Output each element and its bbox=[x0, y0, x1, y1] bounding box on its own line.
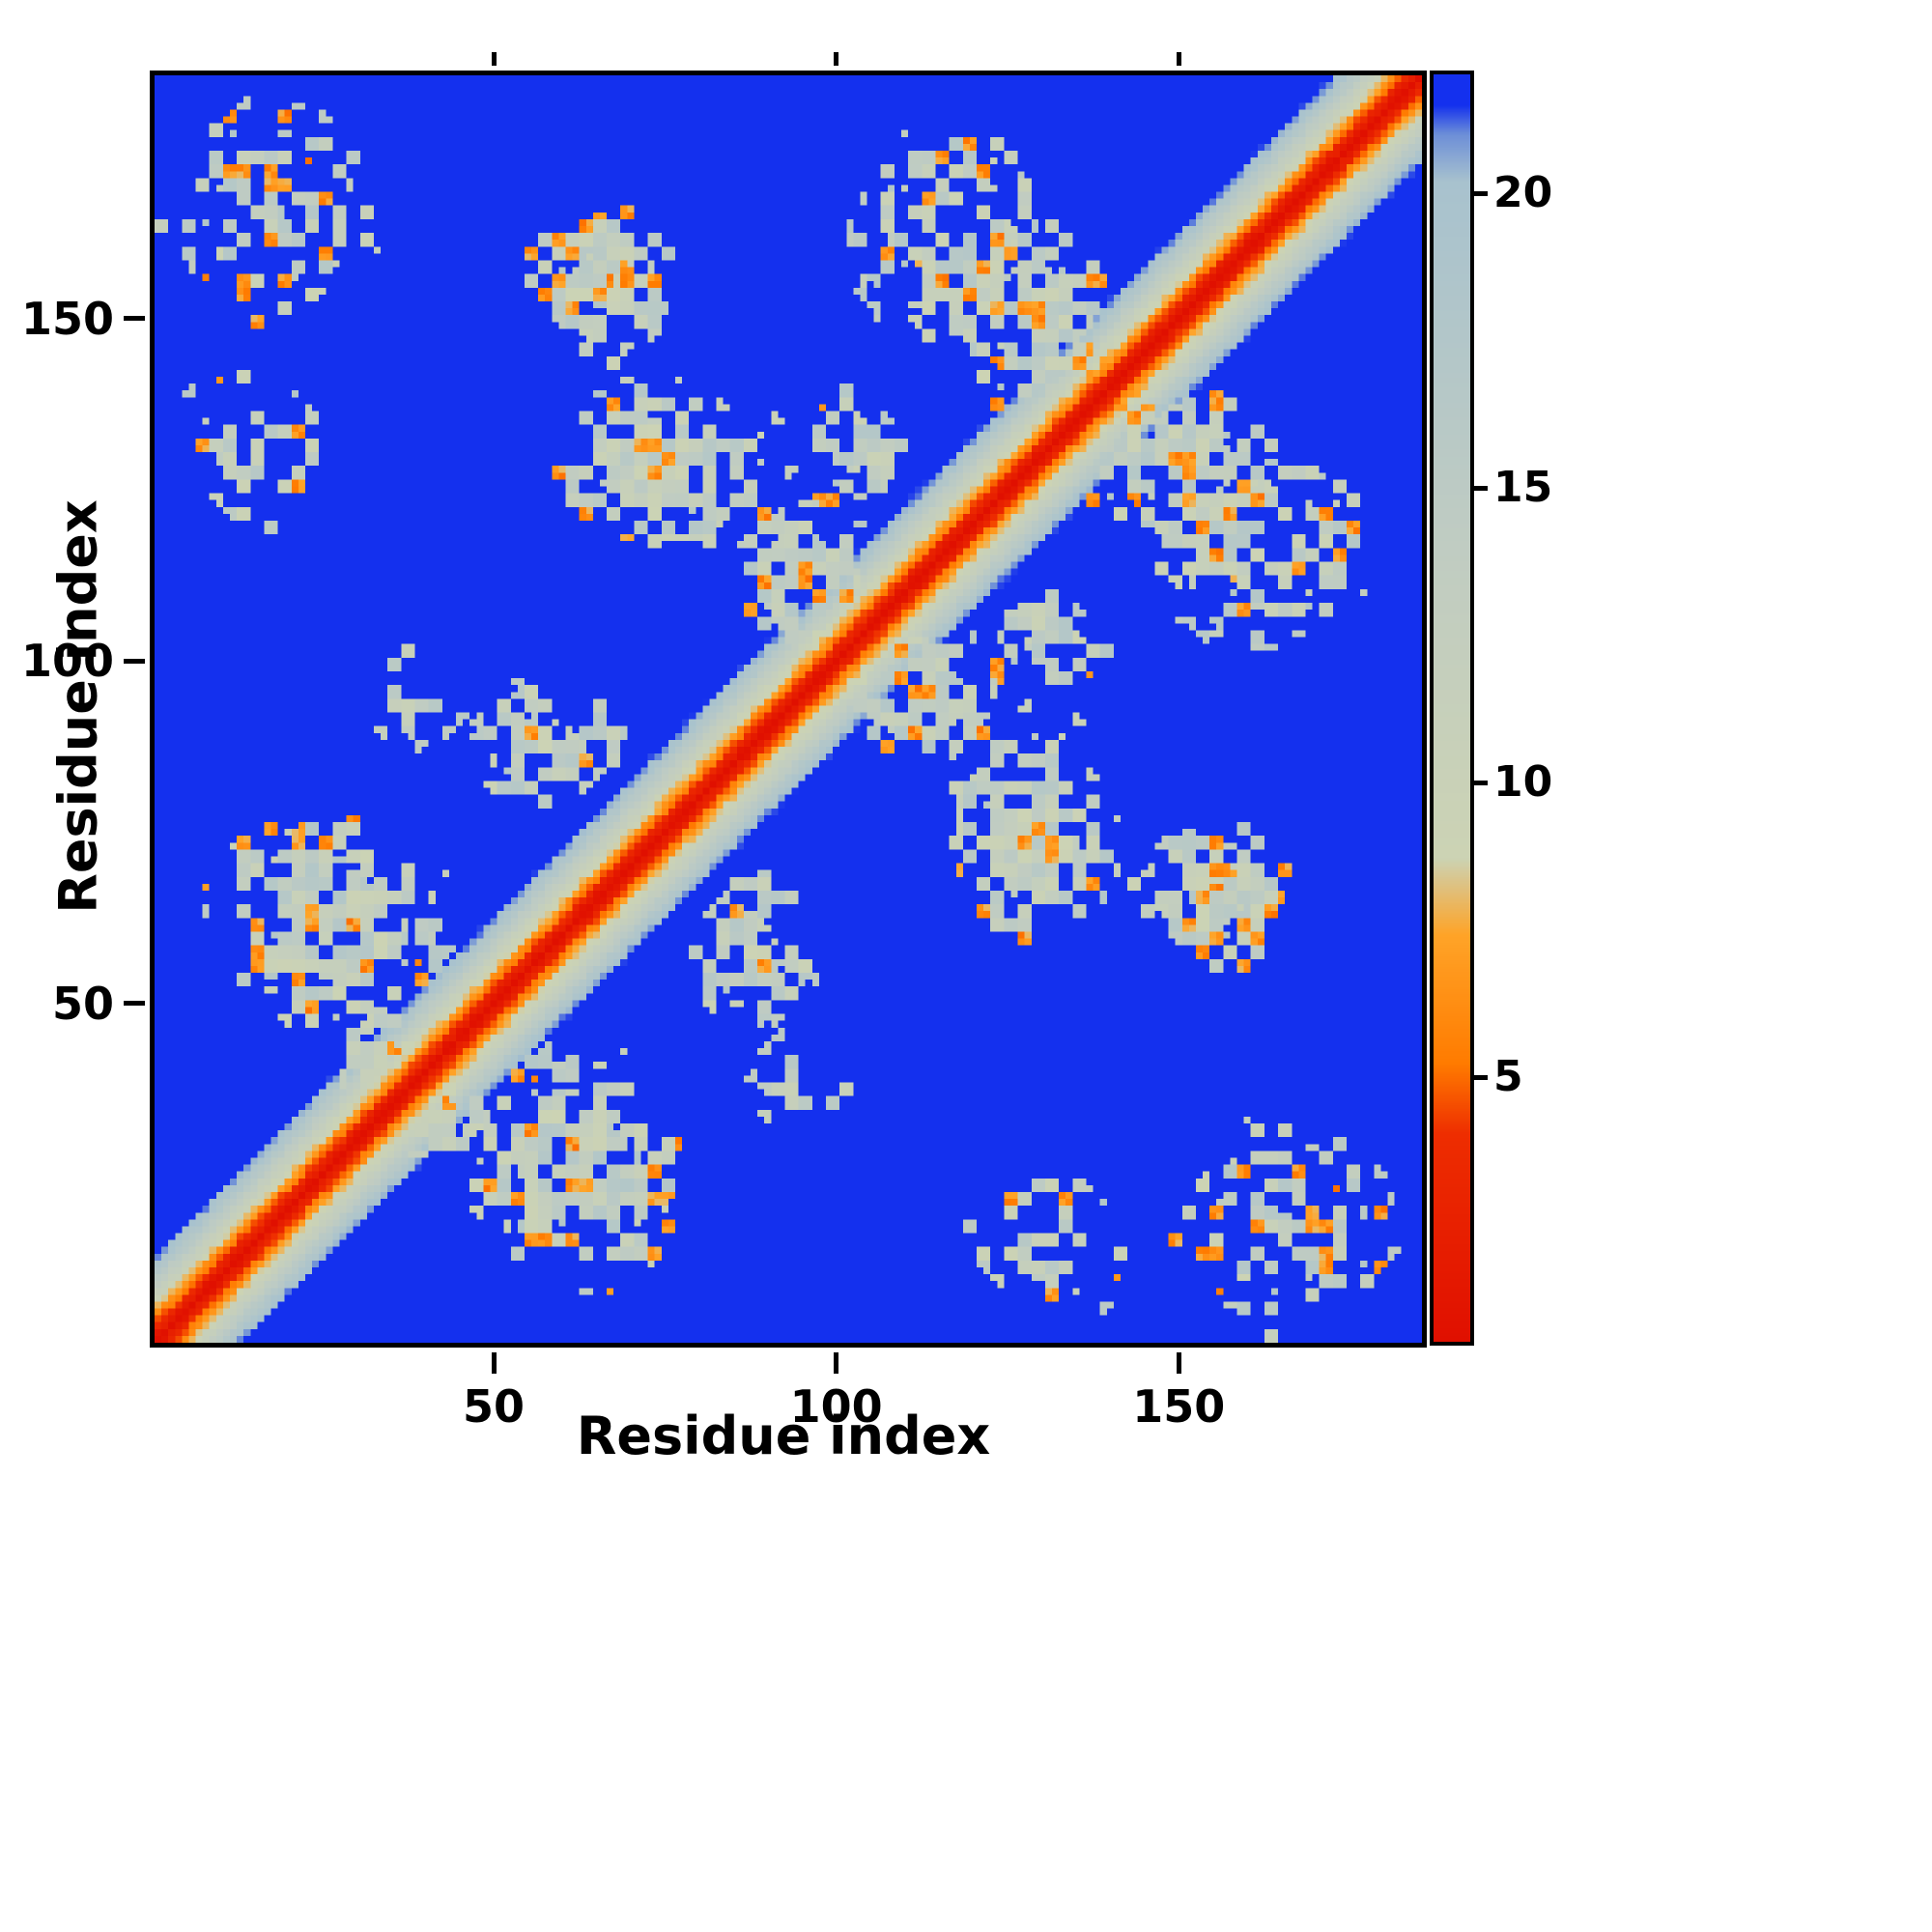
contact-map-heatmap bbox=[155, 75, 1422, 1343]
colorbar-frame bbox=[1430, 71, 1474, 1346]
y-axis-label: Residue index bbox=[47, 499, 109, 914]
colorbar-tick-label: 5 bbox=[1493, 1052, 1523, 1102]
x-axis-top-tick bbox=[491, 52, 497, 66]
x-axis-tick bbox=[1176, 1352, 1181, 1374]
colorbar-tick bbox=[1474, 1074, 1488, 1080]
y-axis-tick bbox=[124, 658, 145, 664]
colorbar-tick-label: 20 bbox=[1493, 168, 1553, 218]
colorbar-tick-label: 10 bbox=[1493, 757, 1553, 808]
y-axis-tick bbox=[124, 316, 145, 322]
x-tick-label: 150 bbox=[1132, 1380, 1226, 1433]
y-tick-label: 150 bbox=[20, 292, 114, 345]
x-tick-label: 100 bbox=[789, 1380, 883, 1433]
x-axis-label: Residue index bbox=[576, 1406, 991, 1466]
x-axis-tick bbox=[834, 1352, 839, 1374]
colorbar-tick bbox=[1474, 190, 1488, 196]
y-tick-label: 100 bbox=[20, 635, 114, 688]
y-tick-label: 50 bbox=[51, 977, 114, 1030]
colorbar bbox=[1434, 74, 1470, 1342]
plot-area bbox=[150, 71, 1427, 1348]
x-axis-top-tick bbox=[834, 52, 839, 66]
x-tick-label: 50 bbox=[463, 1380, 526, 1433]
colorbar-tick bbox=[1474, 485, 1488, 491]
colorbar-tick bbox=[1474, 780, 1488, 785]
x-axis-top-tick bbox=[1176, 52, 1181, 66]
x-axis-tick bbox=[491, 1352, 497, 1374]
colorbar-tick-label: 15 bbox=[1493, 463, 1553, 513]
y-axis-tick bbox=[124, 1001, 145, 1007]
